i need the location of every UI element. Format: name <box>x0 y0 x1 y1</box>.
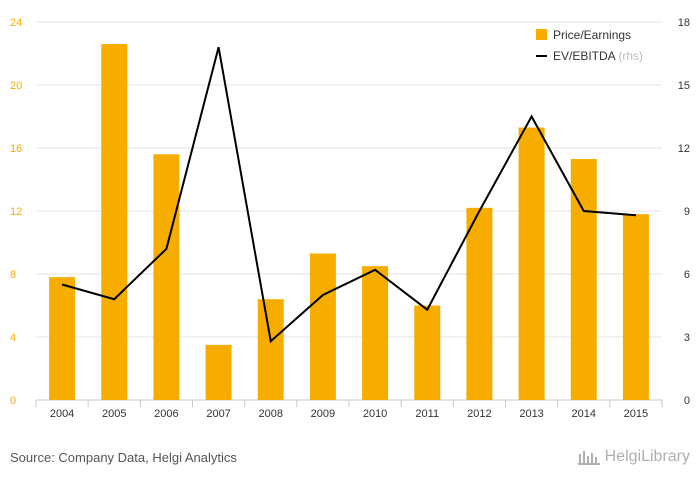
bar-price-earnings <box>101 44 128 401</box>
bar-price-earnings <box>309 253 336 400</box>
right-axis-tick-label: 0 <box>684 395 690 407</box>
bar-price-earnings <box>205 344 232 400</box>
line-ev-ebitda <box>61 46 636 344</box>
right-axis-tick-label: 6 <box>684 269 690 281</box>
bar-price-earnings <box>49 277 76 400</box>
x-axis-tick-label: 2006 <box>154 408 178 420</box>
combo-chart: 0 4 8 12 16 20 24 0 3 6 9 12 15 18 2004 2005 2006 2007 200… <box>10 17 690 420</box>
brand-name: HelgiLibrary <box>604 448 690 465</box>
x-axis-tick-label: 2012 <box>467 408 491 420</box>
x-axis-tick-label: 2007 <box>206 408 230 420</box>
library-icon <box>577 451 600 465</box>
x-axis-tick-label: 2004 <box>50 408 74 420</box>
bar-price-earnings <box>518 127 545 401</box>
right-axis-tick-label: 3 <box>684 332 690 344</box>
x-axis-tick-label: 2005 <box>102 408 126 420</box>
left-axis-tick-label: 20 <box>10 80 22 92</box>
source-note: Source: Company Data, Helgi Analytics <box>10 450 237 465</box>
bar-price-earnings <box>414 305 441 400</box>
bar-price-earnings <box>153 154 180 400</box>
bar-price-earnings <box>257 299 284 400</box>
bar-price-earnings <box>570 159 597 400</box>
left-axis-tick-label: 4 <box>10 332 16 344</box>
x-axis-tick-label: 2010 <box>363 408 387 420</box>
legend-swatch-price-earnings <box>536 29 547 40</box>
right-axis-tick-label: 12 <box>678 143 690 155</box>
right-axis-tick-label: 18 <box>678 17 690 29</box>
brand-logo[interactable]: HelgiLibrary <box>577 448 690 466</box>
x-axis-tick-label: 2013 <box>519 408 543 420</box>
x-axis-tick-label: 2008 <box>259 408 283 420</box>
left-axis-tick-label: 24 <box>10 17 22 29</box>
bar-price-earnings <box>362 266 389 400</box>
x-axis-tick-label: 2014 <box>572 408 596 420</box>
legend-rhs-note: (rhs) <box>618 49 643 63</box>
bar-price-earnings <box>622 214 649 400</box>
left-axis-tick-label: 16 <box>10 143 22 155</box>
left-axis-tick-label: 12 <box>10 206 22 218</box>
left-axis-tick-label: 8 <box>10 269 16 281</box>
x-axis-tick-label: 2009 <box>311 408 335 420</box>
right-axis-tick-label: 15 <box>678 80 690 92</box>
legend-label-price-earnings: Price/Earnings <box>553 28 631 42</box>
right-axis-tick-label: 9 <box>684 206 690 218</box>
left-axis-tick-label: 0 <box>10 395 16 407</box>
legend-label-ev-ebitda: EV/EBITDA (rhs) <box>553 49 643 63</box>
bar-price-earnings <box>466 207 493 400</box>
x-axis-tick-label: 2015 <box>624 408 648 420</box>
x-axis-tick-label: 2011 <box>415 408 439 420</box>
